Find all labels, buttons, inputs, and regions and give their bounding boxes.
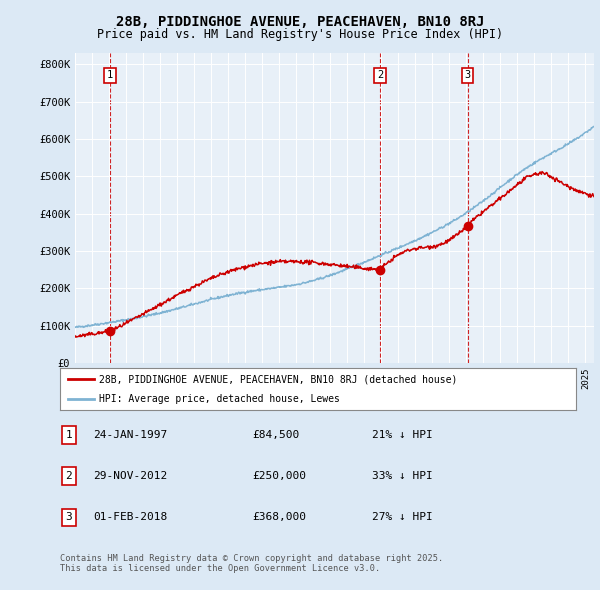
Text: 3: 3: [65, 513, 73, 522]
Text: £368,000: £368,000: [252, 513, 306, 522]
Text: 21% ↓ HPI: 21% ↓ HPI: [372, 430, 433, 440]
Text: 24-JAN-1997: 24-JAN-1997: [93, 430, 167, 440]
Text: 3: 3: [464, 70, 471, 80]
Text: 27% ↓ HPI: 27% ↓ HPI: [372, 513, 433, 522]
Text: 33% ↓ HPI: 33% ↓ HPI: [372, 471, 433, 481]
Text: 1: 1: [107, 70, 113, 80]
Text: 2: 2: [377, 70, 383, 80]
Text: 29-NOV-2012: 29-NOV-2012: [93, 471, 167, 481]
Text: £250,000: £250,000: [252, 471, 306, 481]
Text: 2: 2: [65, 471, 73, 481]
Text: Contains HM Land Registry data © Crown copyright and database right 2025.
This d: Contains HM Land Registry data © Crown c…: [60, 554, 443, 573]
Text: 1: 1: [65, 430, 73, 440]
Text: £84,500: £84,500: [252, 430, 299, 440]
Text: 01-FEB-2018: 01-FEB-2018: [93, 513, 167, 522]
Text: 28B, PIDDINGHOE AVENUE, PEACEHAVEN, BN10 8RJ: 28B, PIDDINGHOE AVENUE, PEACEHAVEN, BN10…: [116, 15, 484, 29]
Text: HPI: Average price, detached house, Lewes: HPI: Average price, detached house, Lewe…: [98, 394, 340, 404]
Text: Price paid vs. HM Land Registry's House Price Index (HPI): Price paid vs. HM Land Registry's House …: [97, 28, 503, 41]
Text: 28B, PIDDINGHOE AVENUE, PEACEHAVEN, BN10 8RJ (detached house): 28B, PIDDINGHOE AVENUE, PEACEHAVEN, BN10…: [98, 374, 457, 384]
